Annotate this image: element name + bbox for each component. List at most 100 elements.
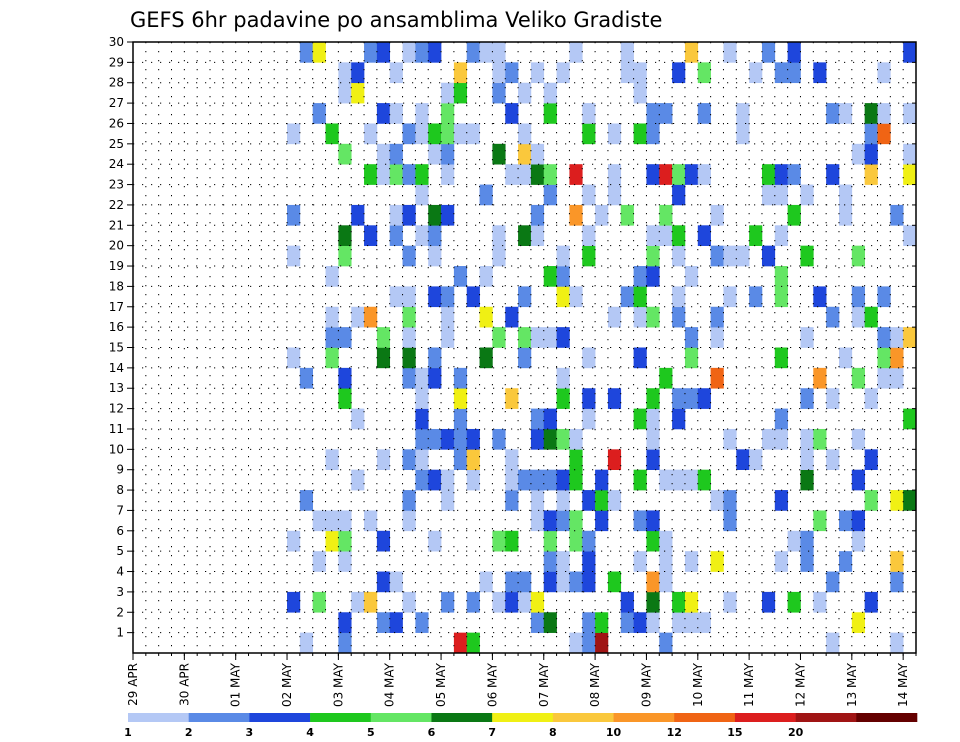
y-tick-label: 5 bbox=[116, 544, 124, 558]
heatmap-cell bbox=[518, 225, 532, 246]
x-tick-label: 08 MAY bbox=[588, 662, 602, 707]
heatmap-cell bbox=[479, 306, 493, 328]
heatmap-cell bbox=[761, 42, 776, 63]
y-tick-label: 3 bbox=[116, 585, 124, 599]
colorbar-swatch bbox=[249, 713, 311, 722]
heatmap-cell bbox=[903, 408, 917, 430]
colorbar-swatch bbox=[431, 713, 493, 722]
heatmap-cell bbox=[684, 164, 699, 185]
heatmap-cell bbox=[364, 591, 378, 613]
heatmap-cell bbox=[325, 449, 339, 470]
heatmap-cell bbox=[428, 123, 442, 145]
heatmap-cell bbox=[505, 62, 519, 84]
colorbar-swatch bbox=[370, 713, 432, 722]
heatmap-cell bbox=[505, 103, 519, 124]
heatmap-cell bbox=[376, 327, 391, 348]
y-tick-label: 12 bbox=[109, 402, 124, 416]
heatmap-cell bbox=[466, 286, 480, 308]
heatmap-cell bbox=[415, 449, 429, 470]
heatmap-cell bbox=[723, 510, 737, 532]
heatmap-cell bbox=[672, 591, 686, 613]
heatmap-cell bbox=[389, 571, 403, 593]
x-tick-label: 13 MAY bbox=[845, 662, 859, 707]
colorbar-swatch bbox=[795, 713, 857, 722]
y-tick-label: 26 bbox=[109, 116, 124, 130]
heatmap-cell bbox=[569, 42, 583, 63]
heatmap-cell bbox=[338, 62, 352, 84]
heatmap-cell bbox=[582, 388, 596, 409]
heatmap-cell bbox=[530, 164, 545, 185]
heatmap-cell bbox=[774, 266, 788, 287]
heatmap-cell bbox=[415, 123, 429, 145]
heatmap-cell bbox=[736, 449, 750, 470]
heatmap-cell bbox=[697, 388, 711, 409]
heatmap-cell bbox=[633, 551, 647, 572]
x-tick-label: 02 MAY bbox=[280, 662, 294, 707]
heatmap-cell bbox=[659, 571, 673, 593]
heatmap-cell bbox=[479, 42, 493, 63]
heatmap-cell bbox=[492, 428, 506, 450]
x-tick-label: 11 MAY bbox=[742, 662, 756, 707]
heatmap-cell bbox=[607, 164, 622, 185]
x-tick-label: 14 MAY bbox=[896, 662, 910, 707]
heatmap-cell bbox=[903, 143, 917, 165]
heatmap-cell bbox=[864, 143, 878, 165]
heatmap-cell bbox=[428, 286, 442, 308]
heatmap-cell bbox=[376, 103, 391, 124]
heatmap-cell bbox=[351, 408, 365, 430]
heatmap-cell bbox=[530, 490, 545, 511]
heatmap-cell bbox=[530, 408, 545, 430]
heatmap-cell bbox=[877, 327, 891, 348]
heatmap-cell bbox=[415, 367, 429, 389]
heatmap-cell bbox=[633, 408, 647, 430]
heatmap-cell bbox=[453, 449, 468, 470]
heatmap-cell bbox=[761, 591, 776, 613]
heatmap-cell bbox=[530, 225, 545, 246]
heatmap-cell bbox=[697, 164, 711, 185]
heatmap-cell bbox=[749, 225, 763, 246]
heatmap-cell bbox=[903, 164, 917, 185]
heatmap-cell bbox=[479, 571, 493, 593]
y-tick-label: 1 bbox=[116, 626, 124, 640]
heatmap-cell bbox=[466, 42, 480, 63]
heatmap-cell bbox=[569, 164, 583, 185]
heatmap-cell bbox=[723, 591, 737, 613]
heatmap-cell bbox=[890, 347, 904, 369]
colorbar-label: 1 bbox=[124, 726, 132, 739]
heatmap-cell bbox=[595, 490, 609, 511]
heatmap-cell bbox=[736, 245, 750, 267]
heatmap-cell bbox=[505, 164, 519, 185]
heatmap-cell bbox=[710, 367, 724, 389]
heatmap-cell bbox=[646, 306, 660, 328]
heatmap-cell bbox=[428, 347, 442, 369]
heatmap-cell bbox=[466, 123, 480, 145]
heatmap-cell bbox=[505, 571, 519, 593]
y-tick-label: 29 bbox=[109, 55, 124, 69]
heatmap-cell bbox=[389, 143, 403, 165]
heatmap-cell bbox=[569, 510, 583, 532]
heatmap-cell bbox=[428, 245, 442, 267]
heatmap-cell bbox=[518, 347, 532, 369]
y-tick-label: 9 bbox=[116, 463, 124, 477]
heatmap-cell bbox=[774, 184, 788, 206]
colorbar-swatch bbox=[734, 713, 796, 722]
heatmap-cell bbox=[800, 551, 814, 572]
heatmap-cell bbox=[864, 449, 878, 470]
heatmap-cell bbox=[851, 510, 865, 532]
heatmap-cell bbox=[364, 164, 378, 185]
heatmap-cell bbox=[659, 469, 673, 491]
heatmap-cell bbox=[441, 490, 455, 511]
heatmap-cell bbox=[364, 225, 378, 246]
heatmap-cell bbox=[338, 388, 352, 409]
heatmap-cell bbox=[453, 408, 468, 430]
y-axis: 1234567891011121314151617181920212223242… bbox=[109, 35, 916, 640]
heatmap-cell bbox=[505, 591, 519, 613]
heatmap-cell bbox=[338, 530, 352, 552]
y-tick-label: 18 bbox=[109, 279, 124, 293]
heatmap-cell bbox=[402, 306, 416, 328]
heatmap-cell bbox=[697, 62, 711, 84]
heatmap-cell bbox=[556, 327, 570, 348]
heatmap-cell bbox=[415, 469, 429, 491]
heatmap-cell bbox=[543, 571, 557, 593]
heatmap-cell bbox=[774, 225, 788, 246]
